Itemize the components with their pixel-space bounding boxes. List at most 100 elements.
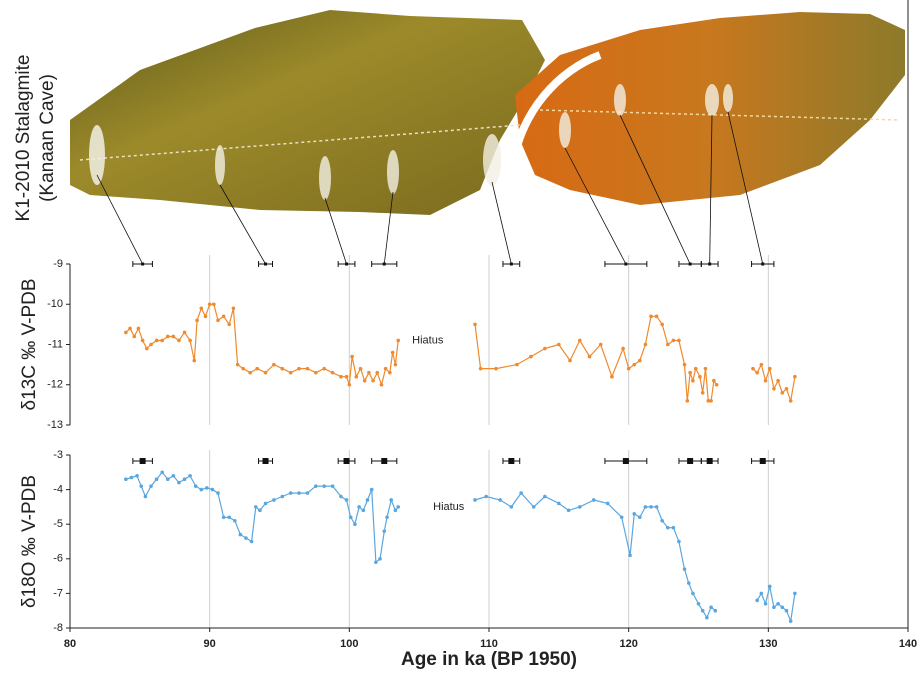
data-point <box>494 367 498 371</box>
data-point <box>233 519 237 523</box>
data-point <box>160 471 164 475</box>
data-point <box>396 339 400 343</box>
data-point <box>755 599 759 603</box>
data-point <box>683 567 687 571</box>
data-point <box>349 515 353 519</box>
data-point <box>348 383 352 387</box>
data-point <box>145 347 149 351</box>
y-tick-label: -10 <box>47 298 63 310</box>
annotation: Hiatus <box>433 501 465 513</box>
data-point <box>789 399 793 403</box>
y-tick-label: -13 <box>47 419 63 431</box>
x-tick-label: 100 <box>340 638 358 650</box>
data-point <box>578 505 582 509</box>
data-point <box>353 522 357 526</box>
data-point <box>199 488 203 492</box>
data-point <box>227 323 231 327</box>
date-marker <box>381 458 387 464</box>
data-point <box>772 387 776 391</box>
data-point <box>394 509 398 513</box>
y-tick-label: -6 <box>53 553 63 565</box>
data-point <box>124 477 128 481</box>
data-point <box>244 536 248 540</box>
data-point <box>359 367 363 371</box>
data-point <box>789 619 793 623</box>
data-point <box>698 375 702 379</box>
data-point <box>713 609 717 613</box>
data-point <box>280 495 284 499</box>
data-line <box>126 472 795 621</box>
data-point <box>357 505 361 509</box>
data-point <box>701 609 705 613</box>
data-point <box>672 339 676 343</box>
data-point <box>297 491 301 495</box>
data-point <box>370 488 374 492</box>
data-point <box>183 477 187 481</box>
data-point <box>367 371 371 375</box>
data-point <box>385 515 389 519</box>
data-point <box>781 391 785 395</box>
data-point <box>236 363 240 367</box>
data-point <box>687 581 691 585</box>
data-point <box>768 585 772 589</box>
data-point <box>688 371 692 375</box>
data-point <box>672 526 676 530</box>
data-point <box>666 526 670 530</box>
y-tick-label: -11 <box>48 338 63 350</box>
data-point <box>785 387 789 391</box>
data-point <box>314 371 318 375</box>
data-point <box>649 315 653 319</box>
data-point <box>638 359 642 363</box>
data-point <box>785 609 789 613</box>
y-tick-label: -5 <box>53 518 63 530</box>
data-point <box>686 399 690 403</box>
data-point <box>655 315 659 319</box>
y-axis-label: δ18O ‰ V-PDB <box>19 475 40 608</box>
data-point <box>155 477 159 481</box>
data-point <box>222 315 226 319</box>
data-point <box>371 379 375 383</box>
data-point <box>510 505 514 509</box>
data-point <box>194 484 198 488</box>
data-point <box>781 605 785 609</box>
data-point <box>751 367 755 371</box>
data-point <box>660 323 664 327</box>
x-tick-label: 130 <box>759 638 777 650</box>
data-point <box>568 359 572 363</box>
data-point <box>691 592 695 596</box>
data-point <box>137 327 141 331</box>
data-point <box>205 486 209 490</box>
x-tick-label: 120 <box>619 638 637 650</box>
data-point <box>124 331 128 335</box>
data-point <box>620 515 624 519</box>
data-point <box>232 306 236 310</box>
data-point <box>297 367 301 371</box>
data-point <box>606 502 610 506</box>
data-point <box>701 391 705 395</box>
data-point <box>632 363 636 367</box>
data-point <box>776 602 780 606</box>
data-point <box>388 371 392 375</box>
data-point <box>557 502 561 506</box>
y-tick-label: -12 <box>47 379 63 391</box>
date-marker <box>508 458 514 464</box>
data-point <box>339 495 343 499</box>
annotation: Hiatus <box>412 334 444 346</box>
data-point <box>389 498 393 502</box>
data-point <box>239 533 243 537</box>
x-tick-label: 90 <box>204 638 216 650</box>
data-point <box>289 491 293 495</box>
data-point <box>306 367 310 371</box>
data-point <box>484 495 488 499</box>
data-point <box>760 592 764 596</box>
data-point <box>649 505 653 509</box>
data-point <box>760 363 764 367</box>
data-point <box>677 339 681 343</box>
data-point <box>166 335 170 339</box>
data-point <box>345 498 349 502</box>
image-label: K1-2010 Stalagmite <box>13 55 34 222</box>
data-point <box>241 367 245 371</box>
data-point <box>149 484 153 488</box>
data-point <box>666 343 670 347</box>
date-marker <box>140 458 146 464</box>
